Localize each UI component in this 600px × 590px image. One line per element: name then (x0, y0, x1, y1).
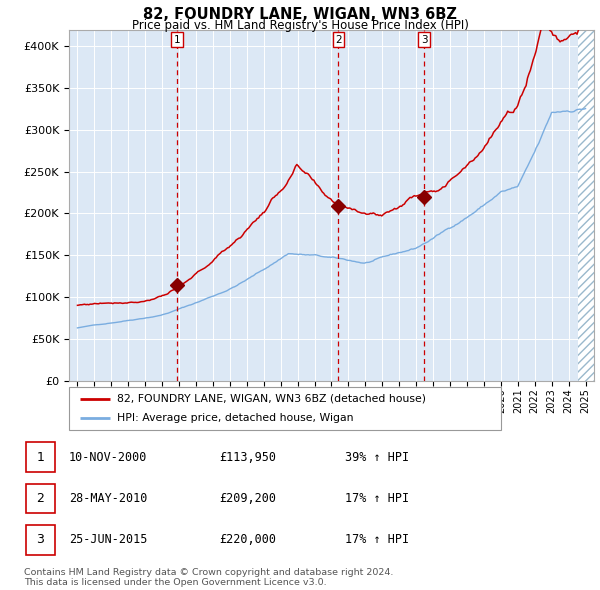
Text: 28-MAY-2010: 28-MAY-2010 (69, 492, 148, 505)
Text: 3: 3 (421, 35, 428, 44)
Text: 82, FOUNDRY LANE, WIGAN, WN3 6BZ: 82, FOUNDRY LANE, WIGAN, WN3 6BZ (143, 7, 457, 22)
Text: 1: 1 (173, 35, 180, 44)
FancyBboxPatch shape (26, 525, 55, 555)
Text: £209,200: £209,200 (219, 492, 276, 505)
Text: HPI: Average price, detached house, Wigan: HPI: Average price, detached house, Wiga… (116, 413, 353, 423)
Text: 1: 1 (37, 451, 44, 464)
Text: 3: 3 (37, 533, 44, 546)
Bar (578, 30, 594, 381)
FancyBboxPatch shape (69, 387, 501, 430)
Text: 39% ↑ HPI: 39% ↑ HPI (345, 451, 409, 464)
Text: 10-NOV-2000: 10-NOV-2000 (69, 451, 148, 464)
Text: 17% ↑ HPI: 17% ↑ HPI (345, 533, 409, 546)
Text: 2: 2 (335, 35, 342, 44)
Text: £220,000: £220,000 (219, 533, 276, 546)
Text: £113,950: £113,950 (219, 451, 276, 464)
Text: 25-JUN-2015: 25-JUN-2015 (69, 533, 148, 546)
FancyBboxPatch shape (26, 484, 55, 513)
Text: Contains HM Land Registry data © Crown copyright and database right 2024.
This d: Contains HM Land Registry data © Crown c… (24, 568, 394, 587)
Text: 17% ↑ HPI: 17% ↑ HPI (345, 492, 409, 505)
Text: 82, FOUNDRY LANE, WIGAN, WN3 6BZ (detached house): 82, FOUNDRY LANE, WIGAN, WN3 6BZ (detach… (116, 394, 425, 404)
Text: 2: 2 (37, 492, 44, 505)
Text: Price paid vs. HM Land Registry's House Price Index (HPI): Price paid vs. HM Land Registry's House … (131, 19, 469, 32)
FancyBboxPatch shape (26, 442, 55, 472)
